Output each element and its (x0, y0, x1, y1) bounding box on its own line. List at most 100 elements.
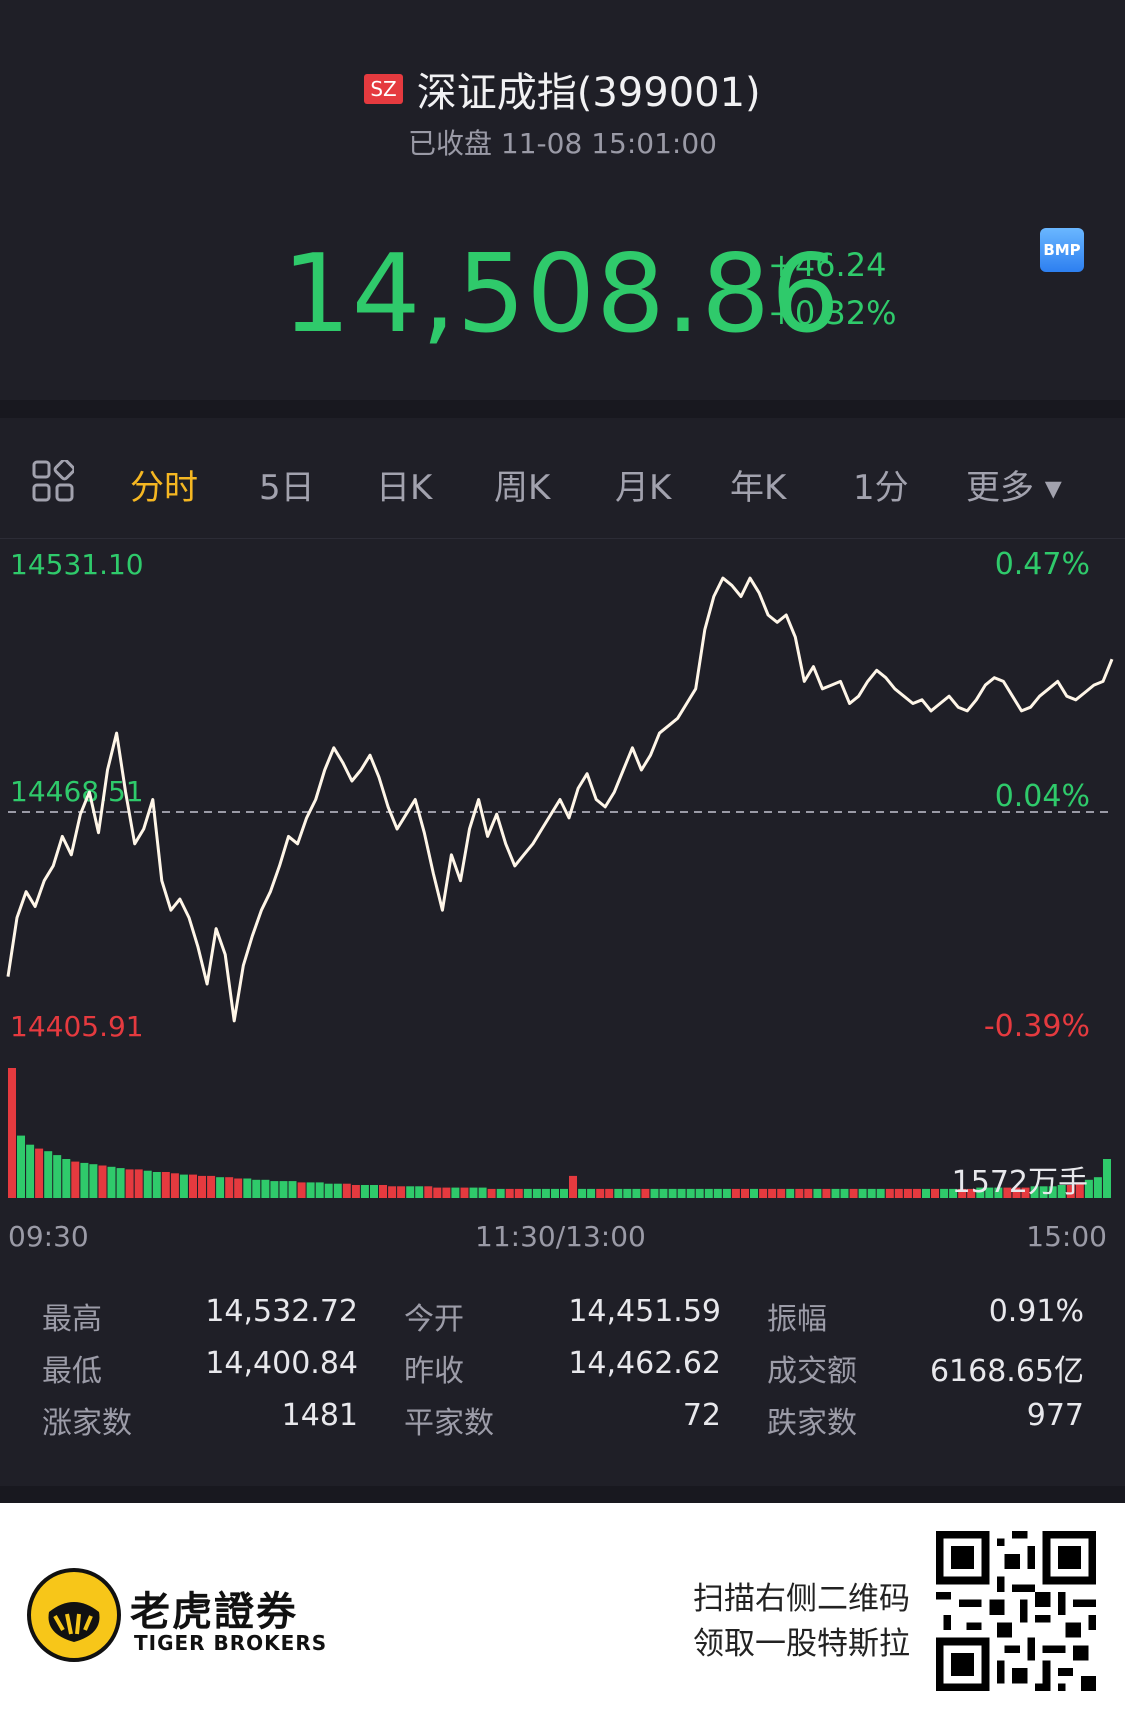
qr-code-icon[interactable] (936, 1531, 1096, 1691)
volume-bars (8, 1068, 1111, 1198)
tab-intraday[interactable]: 分时 (130, 468, 198, 508)
volume-bar (170, 1173, 179, 1198)
volume-bar (822, 1188, 831, 1198)
volume-bar (8, 1068, 16, 1198)
stat-value: 14,451.59 (568, 1294, 721, 1329)
tab-more[interactable]: 更多 ▾ (966, 468, 1062, 508)
volume-bar (659, 1188, 668, 1198)
volume-bar (786, 1188, 795, 1198)
volume-bar (949, 1188, 958, 1198)
volume-bar (849, 1188, 858, 1198)
volume-bar (976, 1187, 985, 1198)
volume-bar (379, 1185, 387, 1198)
intraday-chart[interactable]: 14531.10 0.47% 14468.51 0.04% 14405.91 -… (0, 538, 1125, 1228)
volume-bar (89, 1164, 98, 1198)
volume-bar (551, 1188, 559, 1198)
volume-bar (578, 1188, 587, 1198)
volume-bar (288, 1181, 297, 1198)
volume-bar (252, 1179, 261, 1198)
tab-daily-k[interactable]: 日K (376, 468, 433, 508)
stat-value: 72 (682, 1398, 721, 1433)
volume-bar (324, 1183, 333, 1198)
price-series-line (6, 576, 1114, 1023)
volume-bar (695, 1188, 704, 1198)
volume-bar (731, 1188, 740, 1198)
volume-bar (351, 1185, 360, 1198)
volume-bar (596, 1188, 605, 1198)
stat-value: 1481 (281, 1398, 358, 1433)
volume-bar (62, 1159, 71, 1198)
volume-bar (894, 1188, 903, 1198)
volume-bar (750, 1188, 758, 1198)
volume-bar (433, 1187, 442, 1198)
volume-bar (813, 1188, 822, 1198)
stat-label: 涨家数 (42, 1406, 132, 1441)
volume-bar (867, 1188, 876, 1198)
volume-bar (1103, 1159, 1111, 1198)
volume-bar (342, 1183, 351, 1198)
price-change: +46.24 (768, 246, 887, 284)
volume-bar (677, 1188, 686, 1198)
stat-label: 最低 (42, 1354, 102, 1389)
volume-bar (1066, 1185, 1075, 1198)
stats-row: 涨家数 1481 平家数 72 跌家数 977 (0, 1398, 1125, 1441)
volume-bar (912, 1188, 921, 1198)
volume-bar (569, 1175, 577, 1198)
tab-monthly-k[interactable]: 月K (615, 468, 672, 508)
volume-bar (243, 1178, 252, 1198)
pct-label-high: 0.47% (995, 547, 1090, 582)
volume-bar (442, 1187, 451, 1198)
layout-grid-icon[interactable] (32, 460, 74, 502)
volume-bar (207, 1175, 216, 1198)
volume-bar (306, 1182, 315, 1198)
promo-line-1: 扫描右侧二维码 (693, 1581, 910, 1617)
volume-bar (189, 1174, 197, 1198)
volume-bar (514, 1188, 523, 1198)
volume-bar (35, 1148, 44, 1198)
volume-bar (587, 1188, 596, 1198)
stats-row: 最高 14,532.72 今开 14,451.59 振幅 0.91% (0, 1294, 1125, 1337)
volume-bar (415, 1186, 424, 1198)
volume-bar (44, 1151, 53, 1198)
x-label-start: 09:30 (8, 1220, 89, 1228)
title-row: SZ 深证成指(399001) (0, 60, 1125, 118)
volume-bar (17, 1135, 25, 1198)
promo-footer: 老虎證券 TIGER BROKERS 扫描右侧二维码 领取一股特斯拉 (0, 1503, 1125, 1721)
volume-bar (297, 1182, 306, 1198)
pct-label-mid: 0.04% (995, 779, 1090, 814)
volume-bar (704, 1188, 713, 1198)
stat-value: 977 (1026, 1398, 1084, 1433)
exchange-badge: SZ (364, 74, 403, 104)
volume-bar (424, 1186, 433, 1198)
volume-bar (605, 1188, 614, 1198)
volume-bar (722, 1188, 731, 1198)
tab-5day[interactable]: 5日 (259, 468, 315, 508)
volume-bar (487, 1188, 496, 1198)
volume-bar (858, 1188, 867, 1198)
volume-bar (505, 1188, 514, 1198)
volume-bar (931, 1188, 939, 1198)
volume-bar (523, 1188, 532, 1198)
volume-bar (532, 1188, 541, 1198)
footer-divider (0, 1486, 1125, 1503)
volume-bar (614, 1188, 623, 1198)
volume-bar (541, 1188, 550, 1198)
x-label-end: 15:00 (1026, 1220, 1107, 1253)
volume-bar (53, 1155, 62, 1198)
volume-bar (261, 1179, 270, 1198)
tab-weekly-k[interactable]: 周K (494, 468, 551, 508)
volume-bar (1057, 1185, 1066, 1198)
volume-bar (225, 1177, 234, 1198)
tab-yearly-k[interactable]: 年K (730, 468, 787, 508)
tab-1min[interactable]: 1分 (853, 468, 909, 508)
brand-name-en: TIGER BROKERS (134, 1631, 328, 1655)
volume-bar (1093, 1177, 1102, 1198)
bmp-icon[interactable]: BMP (1040, 228, 1084, 272)
volume-bar (451, 1187, 460, 1198)
volume-bar (179, 1174, 188, 1198)
volume-bar (216, 1177, 225, 1198)
volume-bar (478, 1187, 487, 1198)
brand-name-cn: 老虎證券 (130, 1589, 298, 1635)
volume-bar (840, 1188, 849, 1198)
pct-label-low: -0.39% (984, 1009, 1090, 1044)
